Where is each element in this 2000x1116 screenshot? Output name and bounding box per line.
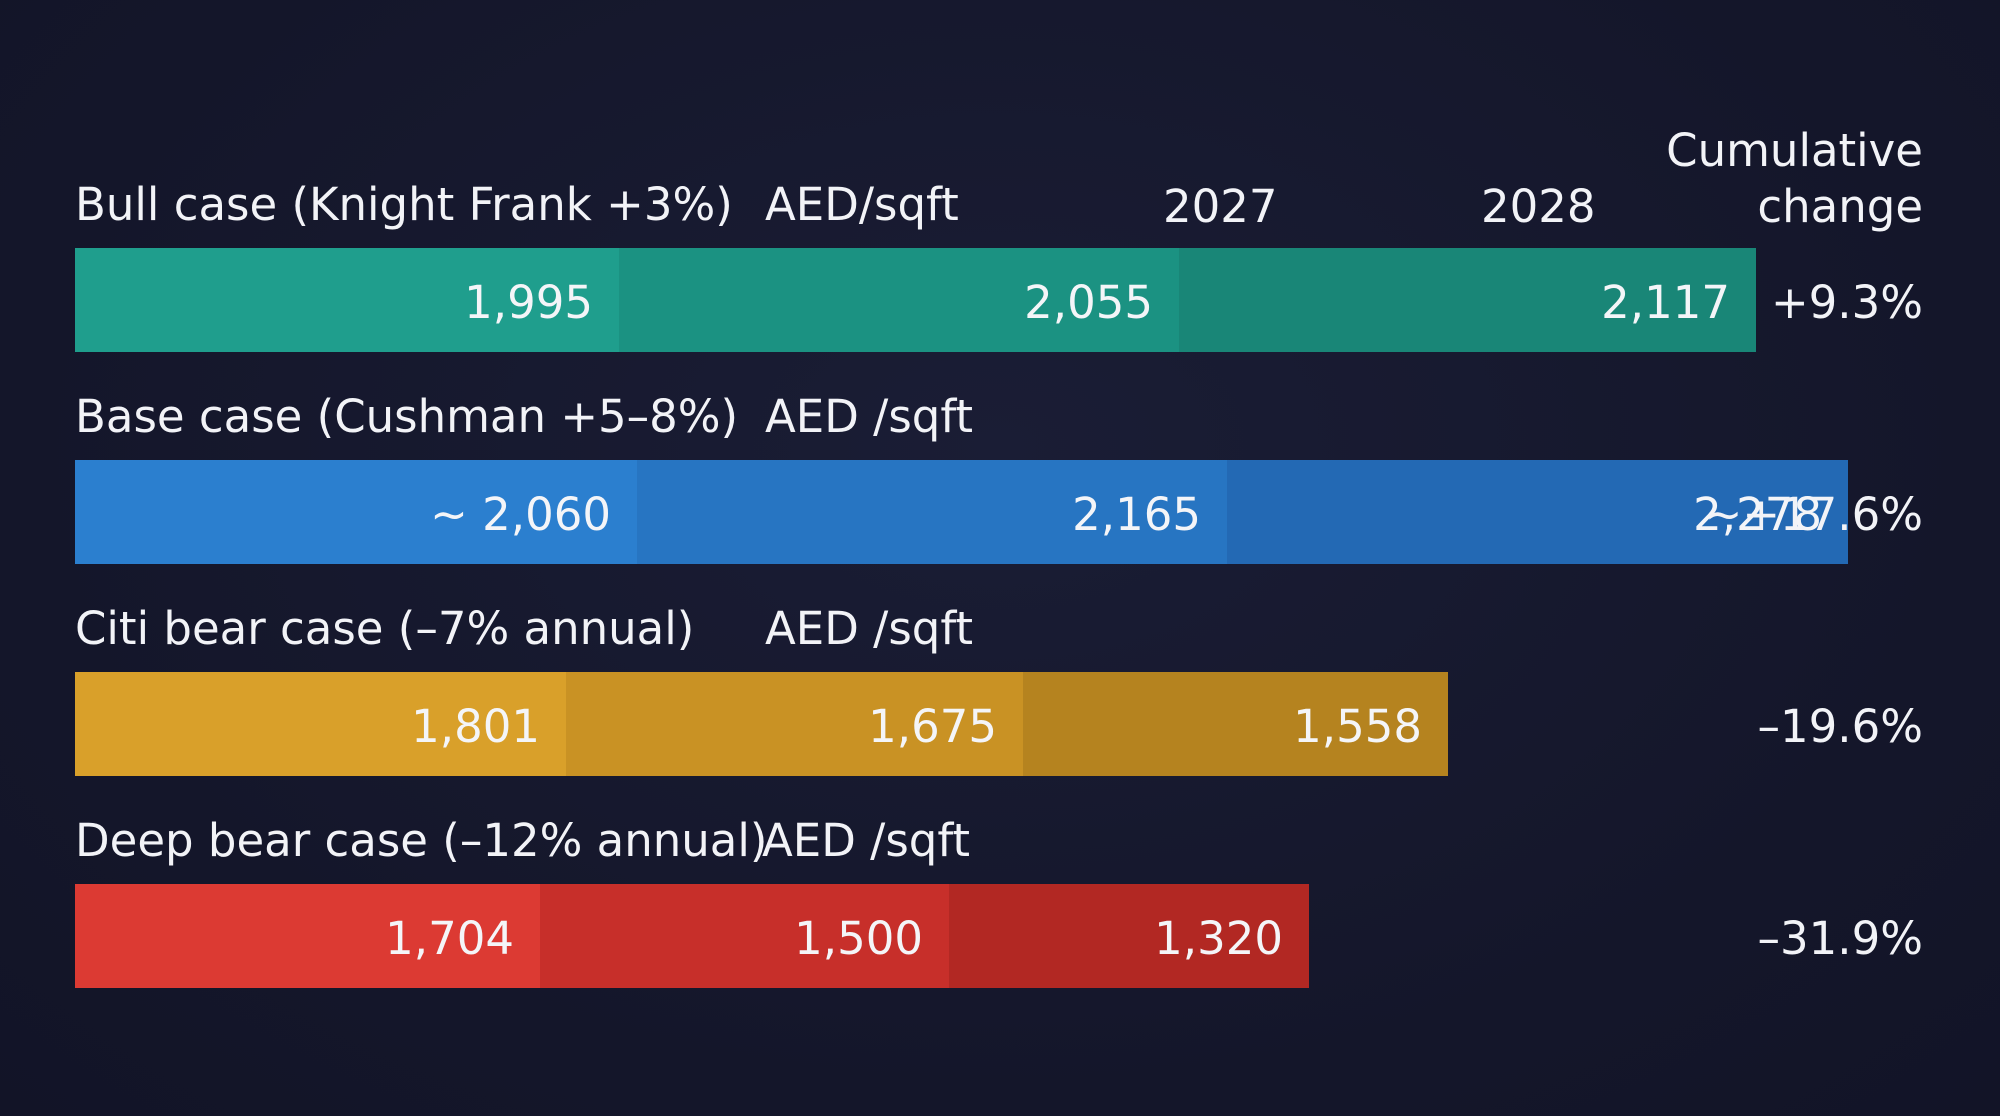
bar-value-label: 2,165 xyxy=(1072,488,1201,541)
unit-label: AED /sqft xyxy=(762,814,971,867)
bar-segment xyxy=(1227,460,1848,564)
bar-segment xyxy=(949,884,1309,988)
bar-segment xyxy=(619,248,1179,352)
unit-label: AED /sqft xyxy=(765,602,974,655)
bar-value-label: 2,055 xyxy=(1024,276,1153,329)
unit-label: AED/sqft xyxy=(765,178,959,231)
cumulative-change: –19.6% xyxy=(1757,700,1923,753)
bar-value-label: 1,801 xyxy=(411,700,540,753)
bar-segment xyxy=(75,460,637,564)
bar-value-label: ~ 2,060 xyxy=(430,488,611,541)
cumulative-change: –31.9% xyxy=(1757,912,1923,965)
bar-segment xyxy=(566,672,1023,776)
bar-segment xyxy=(1179,248,1756,352)
bar-value-label: 1,704 xyxy=(385,912,514,965)
row-label: Base case (Cushman +5–8%) xyxy=(75,390,739,443)
bar-segment xyxy=(1023,672,1448,776)
unit-label: AED /sqft xyxy=(765,390,974,443)
header-year-2028: 2028 xyxy=(1481,180,1596,233)
bar-segment xyxy=(75,672,566,776)
bar-segment xyxy=(75,248,619,352)
bar-segment xyxy=(75,884,540,988)
header-cumulative-line2: change xyxy=(1757,180,1923,233)
bar-value-label: 1,320 xyxy=(1154,912,1283,965)
cumulative-change: +9.3% xyxy=(1770,276,1923,329)
bar-value-label: 1,675 xyxy=(868,700,997,753)
bar-value-label: 2,117 xyxy=(1601,276,1730,329)
cumulative-change: ~+17.6% xyxy=(1704,488,1923,541)
header-year-2027: 2027 xyxy=(1163,180,1278,233)
bar-segment xyxy=(540,884,949,988)
header-cumulative-line1: Cumulative xyxy=(1666,124,1923,177)
bar-value-label: 1,995 xyxy=(464,276,593,329)
bar-value-label: 1,558 xyxy=(1293,700,1422,753)
bar-segment xyxy=(637,460,1227,564)
bar-value-label: 2,278 xyxy=(1693,488,1822,541)
row-label: Bull case (Knight Frank +3%) xyxy=(75,178,733,231)
row-label: Deep bear case (–12% annual) xyxy=(75,814,768,867)
bar-value-label: 1,500 xyxy=(794,912,923,965)
row-label: Citi bear case (–7% annual) xyxy=(75,602,695,655)
